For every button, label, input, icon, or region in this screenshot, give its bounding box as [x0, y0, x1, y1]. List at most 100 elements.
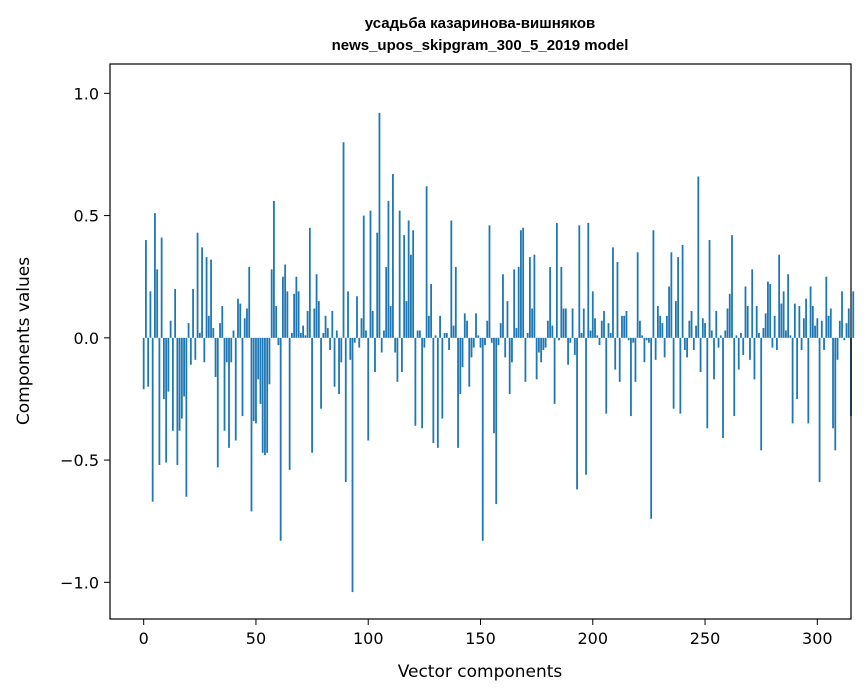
bar — [216, 337, 219, 468]
bar — [432, 337, 435, 443]
bar — [639, 320, 641, 338]
bar — [551, 325, 554, 338]
bar — [728, 293, 731, 338]
bar — [421, 337, 424, 429]
bar — [690, 310, 693, 338]
y-tick-label: −1.0 — [60, 573, 99, 592]
bar — [591, 291, 594, 338]
bar — [724, 330, 727, 338]
bar — [573, 337, 576, 355]
chart-subtitle: news_upos_skipgram_300_5_2019 model — [332, 37, 629, 54]
bar — [369, 210, 372, 338]
bar — [194, 337, 197, 360]
bar — [401, 337, 403, 373]
chart-title: усадьба казаринова-вишняков — [365, 15, 595, 32]
bar — [740, 332, 742, 338]
x-tick-label: 0 — [139, 629, 149, 648]
bar — [733, 337, 736, 417]
bar — [425, 186, 428, 338]
bar — [392, 174, 394, 338]
bar — [665, 315, 668, 338]
bar — [304, 335, 307, 338]
bar — [484, 337, 486, 346]
bar — [753, 337, 756, 380]
bar — [378, 112, 381, 338]
bar — [558, 337, 560, 341]
bar — [616, 262, 619, 338]
bar — [416, 330, 419, 338]
bar — [499, 323, 502, 338]
bar — [845, 323, 848, 338]
bar — [834, 337, 837, 451]
bar — [852, 291, 855, 338]
bar — [515, 328, 518, 338]
bar — [196, 232, 199, 338]
bar — [796, 337, 799, 399]
bar — [731, 235, 733, 338]
bar — [248, 266, 251, 338]
bar — [798, 306, 801, 338]
bar — [407, 220, 410, 338]
bar — [439, 315, 441, 338]
bar — [297, 291, 300, 338]
bar — [178, 337, 181, 431]
bar — [710, 330, 713, 338]
bar — [380, 337, 383, 353]
bar — [697, 176, 700, 338]
bar — [576, 337, 578, 490]
bar — [459, 337, 462, 395]
bar — [562, 308, 565, 338]
bar — [367, 337, 370, 441]
bar — [497, 337, 500, 346]
bar — [630, 337, 632, 417]
bar — [535, 337, 538, 380]
bar — [683, 337, 686, 351]
bar — [805, 298, 807, 338]
bar — [198, 332, 201, 338]
bar — [255, 337, 257, 424]
bar — [762, 328, 765, 338]
bar — [434, 335, 437, 338]
bar — [522, 227, 525, 338]
bar — [564, 308, 567, 338]
bar — [151, 337, 154, 502]
y-tick-label: 0.5 — [74, 207, 99, 226]
bar — [396, 337, 399, 382]
bar — [713, 337, 715, 380]
bar — [189, 337, 192, 365]
bar — [764, 313, 767, 338]
bar — [481, 337, 484, 541]
bar — [508, 337, 511, 395]
bar — [607, 323, 610, 338]
bar — [784, 330, 787, 338]
bar — [311, 337, 313, 453]
bar — [811, 306, 814, 338]
x-tick-label: 100 — [353, 629, 384, 648]
bar — [623, 315, 626, 338]
bar — [751, 269, 754, 338]
bar — [234, 337, 237, 441]
bar — [266, 337, 269, 453]
bar — [634, 337, 637, 382]
bar — [358, 337, 361, 348]
bar — [490, 337, 493, 343]
bar — [742, 337, 745, 355]
bar — [322, 332, 325, 338]
bar — [360, 318, 363, 338]
bar — [142, 337, 145, 390]
bar — [203, 337, 206, 363]
bar — [769, 284, 772, 338]
bar — [603, 310, 605, 338]
bar — [443, 332, 446, 338]
bar — [409, 254, 412, 338]
bar — [688, 320, 691, 338]
bar — [317, 301, 320, 338]
bar — [560, 266, 563, 338]
bar — [221, 306, 224, 338]
bar — [333, 337, 336, 387]
bar — [185, 337, 188, 497]
bar — [578, 225, 581, 338]
bar — [423, 337, 426, 348]
bar — [331, 310, 334, 338]
